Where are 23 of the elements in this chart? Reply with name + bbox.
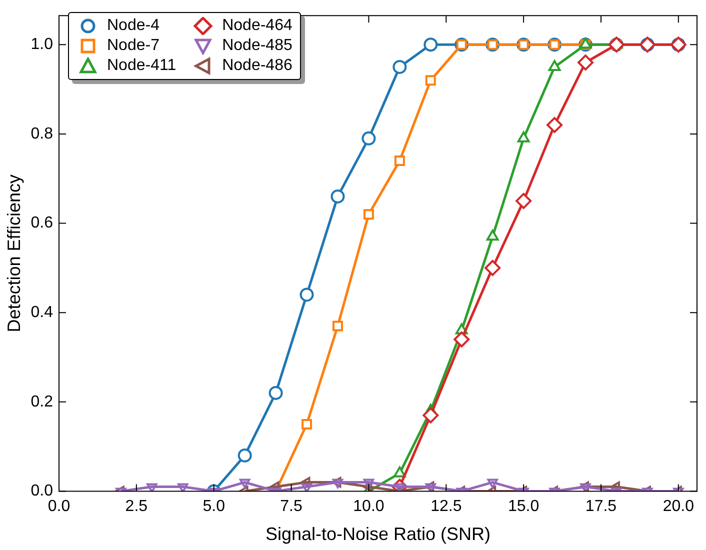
legend-label: Node-464 bbox=[222, 17, 292, 35]
y-tick-label: 1.0 bbox=[30, 36, 54, 54]
legend-label: Node-4 bbox=[107, 17, 160, 35]
x-tick-label: 15.0 bbox=[508, 498, 540, 516]
y-tick-label: 0.0 bbox=[30, 482, 54, 500]
x-tick-label: 5.0 bbox=[202, 498, 226, 516]
y-tick-label: 0.6 bbox=[30, 214, 54, 232]
y-tick-label: 0.2 bbox=[30, 393, 54, 410]
legend-label: Node-486 bbox=[222, 57, 292, 75]
legend-label: Node-485 bbox=[222, 37, 292, 55]
legend-label: Node-411 bbox=[107, 57, 176, 75]
y-axis-title: Detection Efficiency bbox=[4, 174, 24, 332]
x-axis-title: Signal-to-Noise Ratio (SNR) bbox=[265, 524, 491, 544]
y-tick-label: 0.4 bbox=[30, 304, 54, 321]
x-tick-label: 0.0 bbox=[48, 498, 70, 516]
x-tick-label: 12.5 bbox=[430, 498, 462, 516]
legend-label: Node-7 bbox=[107, 37, 160, 55]
x-tick-label: 17.5 bbox=[585, 498, 617, 516]
x-tick-label: 20.0 bbox=[662, 498, 694, 516]
x-tick-label: 7.5 bbox=[280, 498, 302, 516]
y-tick-label: 0.8 bbox=[30, 125, 54, 142]
x-tick-label: 2.5 bbox=[125, 498, 148, 516]
x-tick-label: 10.0 bbox=[353, 498, 384, 516]
